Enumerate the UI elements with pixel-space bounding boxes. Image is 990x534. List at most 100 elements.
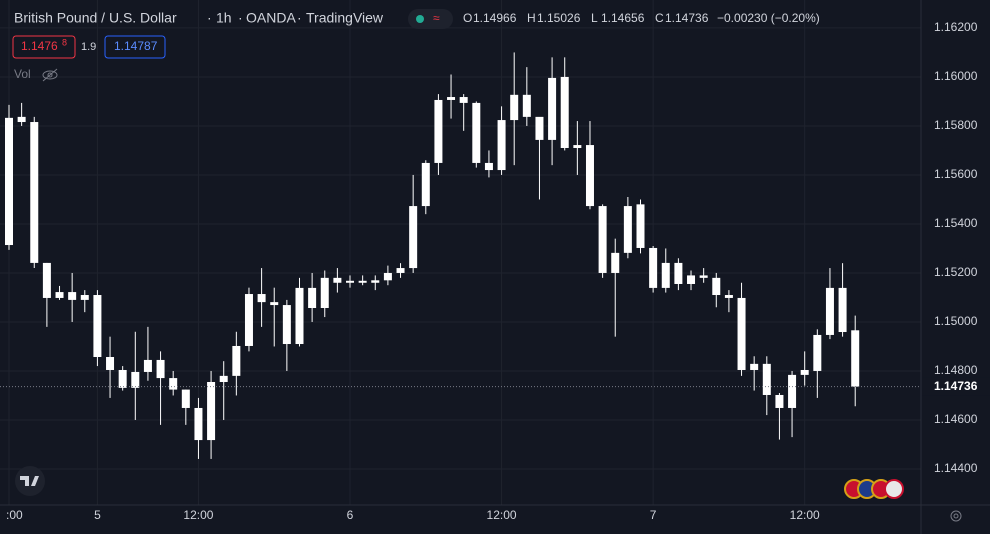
candle-body bbox=[510, 94, 519, 121]
y-tick-label: 1.15600 bbox=[934, 167, 978, 181]
candle-body bbox=[282, 305, 291, 345]
candle-body bbox=[194, 407, 203, 441]
candle-body bbox=[118, 369, 127, 388]
candle-body bbox=[674, 262, 683, 284]
candle-body bbox=[371, 280, 380, 283]
hide-icon[interactable] bbox=[42, 68, 58, 82]
buy-price[interactable]: 1.14787 bbox=[114, 39, 158, 53]
symbol[interactable]: British Pound / U.S. Dollar bbox=[14, 10, 177, 26]
candle-body bbox=[636, 204, 645, 248]
ohlc-value: 1.14656 bbox=[601, 11, 645, 25]
candle-body bbox=[497, 120, 506, 171]
sell-button[interactable] bbox=[12, 35, 76, 59]
candle-body bbox=[295, 287, 304, 345]
last-price-tag bbox=[922, 377, 990, 396]
candle-body bbox=[838, 287, 847, 333]
volume-label[interactable]: Vol bbox=[14, 67, 31, 81]
candle-body bbox=[17, 116, 26, 123]
source: TradingView bbox=[306, 10, 384, 26]
x-tick-label: 6 bbox=[347, 508, 354, 522]
market-open-dot bbox=[416, 15, 424, 23]
candle-body bbox=[712, 277, 721, 296]
candle-body bbox=[421, 162, 430, 207]
candle-body bbox=[535, 116, 544, 140]
candle-body bbox=[244, 294, 253, 346]
candle-body bbox=[813, 334, 822, 371]
candle-body bbox=[257, 294, 266, 303]
ohlc-value: 1.14736 bbox=[665, 11, 709, 25]
candle-body bbox=[30, 122, 39, 263]
candle-body bbox=[560, 76, 569, 148]
candle-body bbox=[219, 375, 228, 382]
sell-price[interactable]: 1.1476 bbox=[21, 39, 58, 53]
candle-body bbox=[143, 359, 152, 372]
candle-body bbox=[346, 280, 355, 283]
ohlc-key: O bbox=[463, 11, 472, 25]
candle-body bbox=[434, 99, 443, 163]
candle-body bbox=[585, 145, 594, 207]
x-tick-label: 12:00 bbox=[790, 508, 820, 522]
x-tick-label: 5 bbox=[94, 508, 101, 522]
sell-pip[interactable]: 8 bbox=[62, 37, 67, 47]
candle-body bbox=[181, 389, 190, 408]
change: −0.00230 (−0.20%) bbox=[717, 11, 820, 25]
candle-body bbox=[750, 363, 759, 370]
candle-body bbox=[825, 287, 834, 335]
candle-body bbox=[687, 275, 696, 284]
settings-icon[interactable] bbox=[950, 510, 962, 522]
last-price-label: 1.14736 bbox=[934, 379, 978, 393]
dot: · bbox=[297, 10, 302, 26]
event-flags[interactable] bbox=[844, 479, 904, 499]
ohlc-value: 1.14966 bbox=[473, 11, 517, 25]
candle-body bbox=[472, 102, 481, 163]
candle-body bbox=[724, 295, 733, 298]
candle-body bbox=[800, 369, 809, 375]
candle-body bbox=[383, 272, 392, 281]
candle-body bbox=[358, 280, 367, 283]
candle-body bbox=[661, 262, 670, 288]
candle-body bbox=[573, 145, 582, 148]
candle-body bbox=[106, 357, 115, 370]
ohlc-key: L bbox=[591, 11, 598, 25]
candle-body bbox=[42, 262, 51, 298]
candle-body bbox=[169, 378, 178, 390]
spread: 1.9 bbox=[81, 41, 96, 53]
candle-body bbox=[623, 206, 632, 253]
candle-body bbox=[68, 292, 77, 300]
y-tick-label: 1.14600 bbox=[934, 412, 978, 426]
y-tick-label: 1.15000 bbox=[934, 314, 978, 328]
status-pill[interactable] bbox=[408, 9, 453, 29]
y-tick-label: 1.15800 bbox=[934, 118, 978, 132]
candle-body bbox=[459, 97, 468, 103]
candle-body bbox=[5, 117, 13, 246]
candle-body bbox=[333, 277, 342, 283]
y-tick-label: 1.16000 bbox=[934, 69, 978, 83]
x-tick-label: 12:00 bbox=[183, 508, 213, 522]
candle-body bbox=[762, 363, 771, 395]
candle-body bbox=[611, 252, 620, 273]
candle-body bbox=[548, 77, 557, 140]
candle-body bbox=[598, 206, 607, 273]
candle-body bbox=[93, 295, 102, 358]
exchange: OANDA bbox=[246, 10, 296, 26]
candle-body bbox=[649, 247, 658, 288]
candle-body bbox=[232, 345, 241, 376]
interval[interactable]: 1h bbox=[216, 10, 232, 26]
candle-body bbox=[775, 394, 784, 408]
dot: · bbox=[238, 10, 243, 26]
y-tick-label: 1.14400 bbox=[934, 461, 978, 475]
candle-body bbox=[851, 330, 860, 387]
candle-body bbox=[737, 297, 746, 370]
wave-icon: ≈ bbox=[433, 11, 440, 25]
candle-body bbox=[270, 302, 279, 306]
y-tick-label: 1.16200 bbox=[934, 20, 978, 34]
tv-logo[interactable] bbox=[15, 466, 45, 496]
buy-button[interactable] bbox=[104, 35, 166, 59]
x-tick-label: :00 bbox=[6, 508, 23, 522]
candle-body bbox=[207, 381, 216, 441]
ohlc-legend: O 1.14966 H 1.15026 L 1.14656 C 1.14736 −0.00230… bbox=[463, 11, 820, 25]
candle-body bbox=[788, 374, 797, 408]
